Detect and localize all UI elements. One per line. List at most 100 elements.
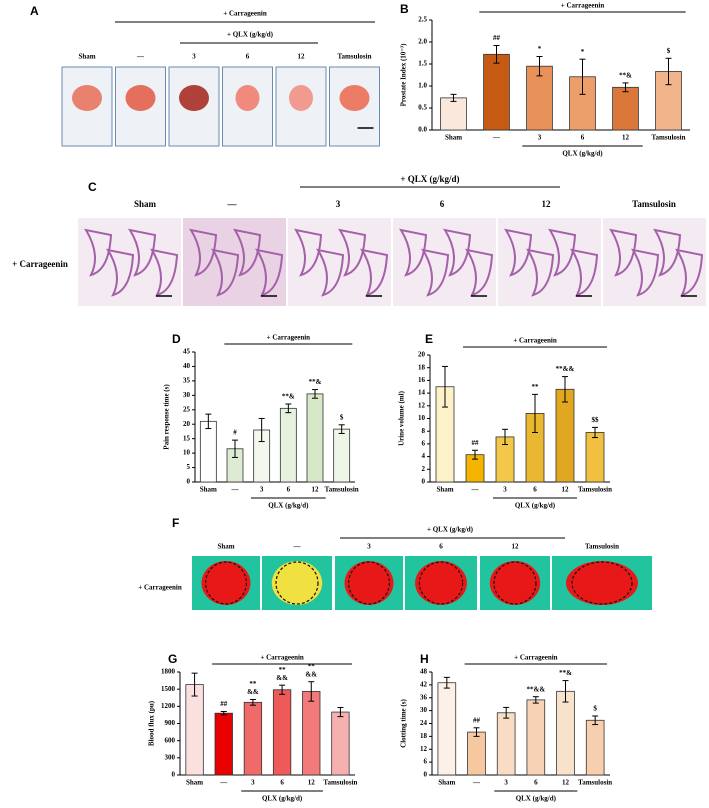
prostate-tissue <box>72 85 102 111</box>
y-tick-label: 0 <box>187 478 191 486</box>
y-tick-label: 2.5 <box>418 16 427 24</box>
significance-label: && <box>247 688 259 696</box>
group-label: QLX (g/kg/d) <box>515 502 556 510</box>
panel-label: E <box>425 332 433 346</box>
y-tick-label: 1200 <box>161 702 176 710</box>
significance-label: ## <box>472 439 480 447</box>
significance-label: ** <box>249 680 257 688</box>
group-label: + Carrageenin <box>513 337 557 345</box>
group-label: + QLX (g/kg/d) <box>227 31 274 39</box>
x-tick-label: 3 <box>503 486 507 494</box>
x-tick-label: Tamsulosin <box>578 486 612 494</box>
prostate-tissue <box>179 85 209 111</box>
x-tick-label: Tamsulosin <box>325 486 359 494</box>
x-tick-label: — <box>472 779 481 787</box>
group-label: 3 <box>367 543 371 551</box>
y-tick-label: 6 <box>424 758 428 766</box>
x-tick-label: 12 <box>622 134 630 142</box>
bar <box>185 684 204 776</box>
significance-label: **& <box>309 378 322 386</box>
x-tick-label: 12 <box>312 486 320 494</box>
bar <box>333 428 351 483</box>
roi-circle <box>205 561 248 605</box>
panel-label: G <box>168 652 177 666</box>
prostate-tissue <box>125 85 156 111</box>
tissue-outline <box>652 228 682 277</box>
group-label: 12 <box>542 199 552 209</box>
roi-circle <box>571 561 633 605</box>
panel-label: D <box>172 332 181 346</box>
panel-label: C <box>88 180 97 194</box>
y-axis-label: Pain response time (s) <box>163 384 171 450</box>
significance-label: $$ <box>592 416 600 424</box>
tissue-outline <box>547 228 577 277</box>
significance-label: && <box>305 670 317 678</box>
x-tick-label: — <box>471 486 480 494</box>
y-axis-label: Prostate Index (10⁻³) <box>400 43 408 106</box>
group-label: Sham <box>78 53 95 61</box>
x-tick-label: 12 <box>308 779 316 787</box>
y-tick-label: 35 <box>183 376 191 384</box>
group-label: — <box>136 53 145 61</box>
significance-label: && <box>276 674 288 682</box>
x-tick-label: 6 <box>581 134 585 142</box>
tissue-outline <box>127 228 157 277</box>
y-tick-label: 16 <box>418 376 426 384</box>
tissue-outline <box>420 248 450 297</box>
bar <box>306 393 324 483</box>
group-label: Tamsulosin <box>632 199 676 209</box>
roi-circle <box>418 561 464 605</box>
tissue-outline <box>464 248 494 297</box>
y-tick-label: 18 <box>420 732 428 740</box>
group-label: 12 <box>298 53 306 61</box>
perfusion-hot <box>415 561 467 605</box>
roi-circle <box>275 561 319 605</box>
x-tick-label: 3 <box>504 779 508 787</box>
y-tick-label: 5 <box>187 463 191 471</box>
group-label: 3 <box>336 199 341 209</box>
x-tick-label: 6 <box>534 779 538 787</box>
y-tick-label: 10 <box>183 449 191 457</box>
roi-circle <box>348 561 391 605</box>
group-label: + Carrageenin <box>561 2 605 10</box>
y-tick-label: 0 <box>424 771 428 779</box>
significance-label: $ <box>667 47 671 55</box>
y-tick-label: 45 <box>183 348 191 356</box>
significance-label: **&& <box>526 685 545 693</box>
y-axis-label: Clotting time (s) <box>400 699 408 748</box>
group-label: 6 <box>440 199 445 209</box>
x-tick-label: Sham <box>200 486 217 494</box>
x-tick-label: Sham <box>438 779 455 787</box>
y-tick-label: 14 <box>418 389 426 397</box>
bar <box>272 689 292 776</box>
x-tick-label: 3 <box>538 134 542 142</box>
bar <box>243 701 263 776</box>
group-label: + QLX (g/kg/d) <box>427 526 474 534</box>
y-tick-label: 24 <box>420 719 428 727</box>
tissue-outline <box>503 228 533 277</box>
y-tick-label: 20 <box>418 351 426 359</box>
x-tick-label: 3 <box>260 486 264 494</box>
bar <box>483 53 510 131</box>
panel-label: B <box>400 2 409 16</box>
x-tick-label: Tamsulosin <box>652 134 686 142</box>
y-tick-label: 2 <box>422 465 426 473</box>
side-label: + Carrageenin <box>138 584 182 592</box>
tissue-outline <box>254 248 284 297</box>
group-label: + Carrageenin <box>267 334 311 342</box>
y-tick-label: 6 <box>422 440 426 448</box>
tissue-outline <box>569 248 599 297</box>
bar <box>437 682 457 776</box>
bar <box>496 712 516 776</box>
group-label: QLX (g/kg/d) <box>262 795 303 803</box>
tissue-outline <box>83 228 113 277</box>
x-tick-label: Tamsulosin <box>578 779 612 787</box>
group-label: 3 <box>192 53 196 61</box>
y-tick-label: 1.5 <box>418 60 427 68</box>
tissue-outline <box>210 248 240 297</box>
y-axis-label: Urine volume (ml) <box>398 390 406 445</box>
perfusion-hot <box>201 561 251 605</box>
x-tick-label: 6 <box>533 486 537 494</box>
tissue-outline <box>149 248 179 297</box>
